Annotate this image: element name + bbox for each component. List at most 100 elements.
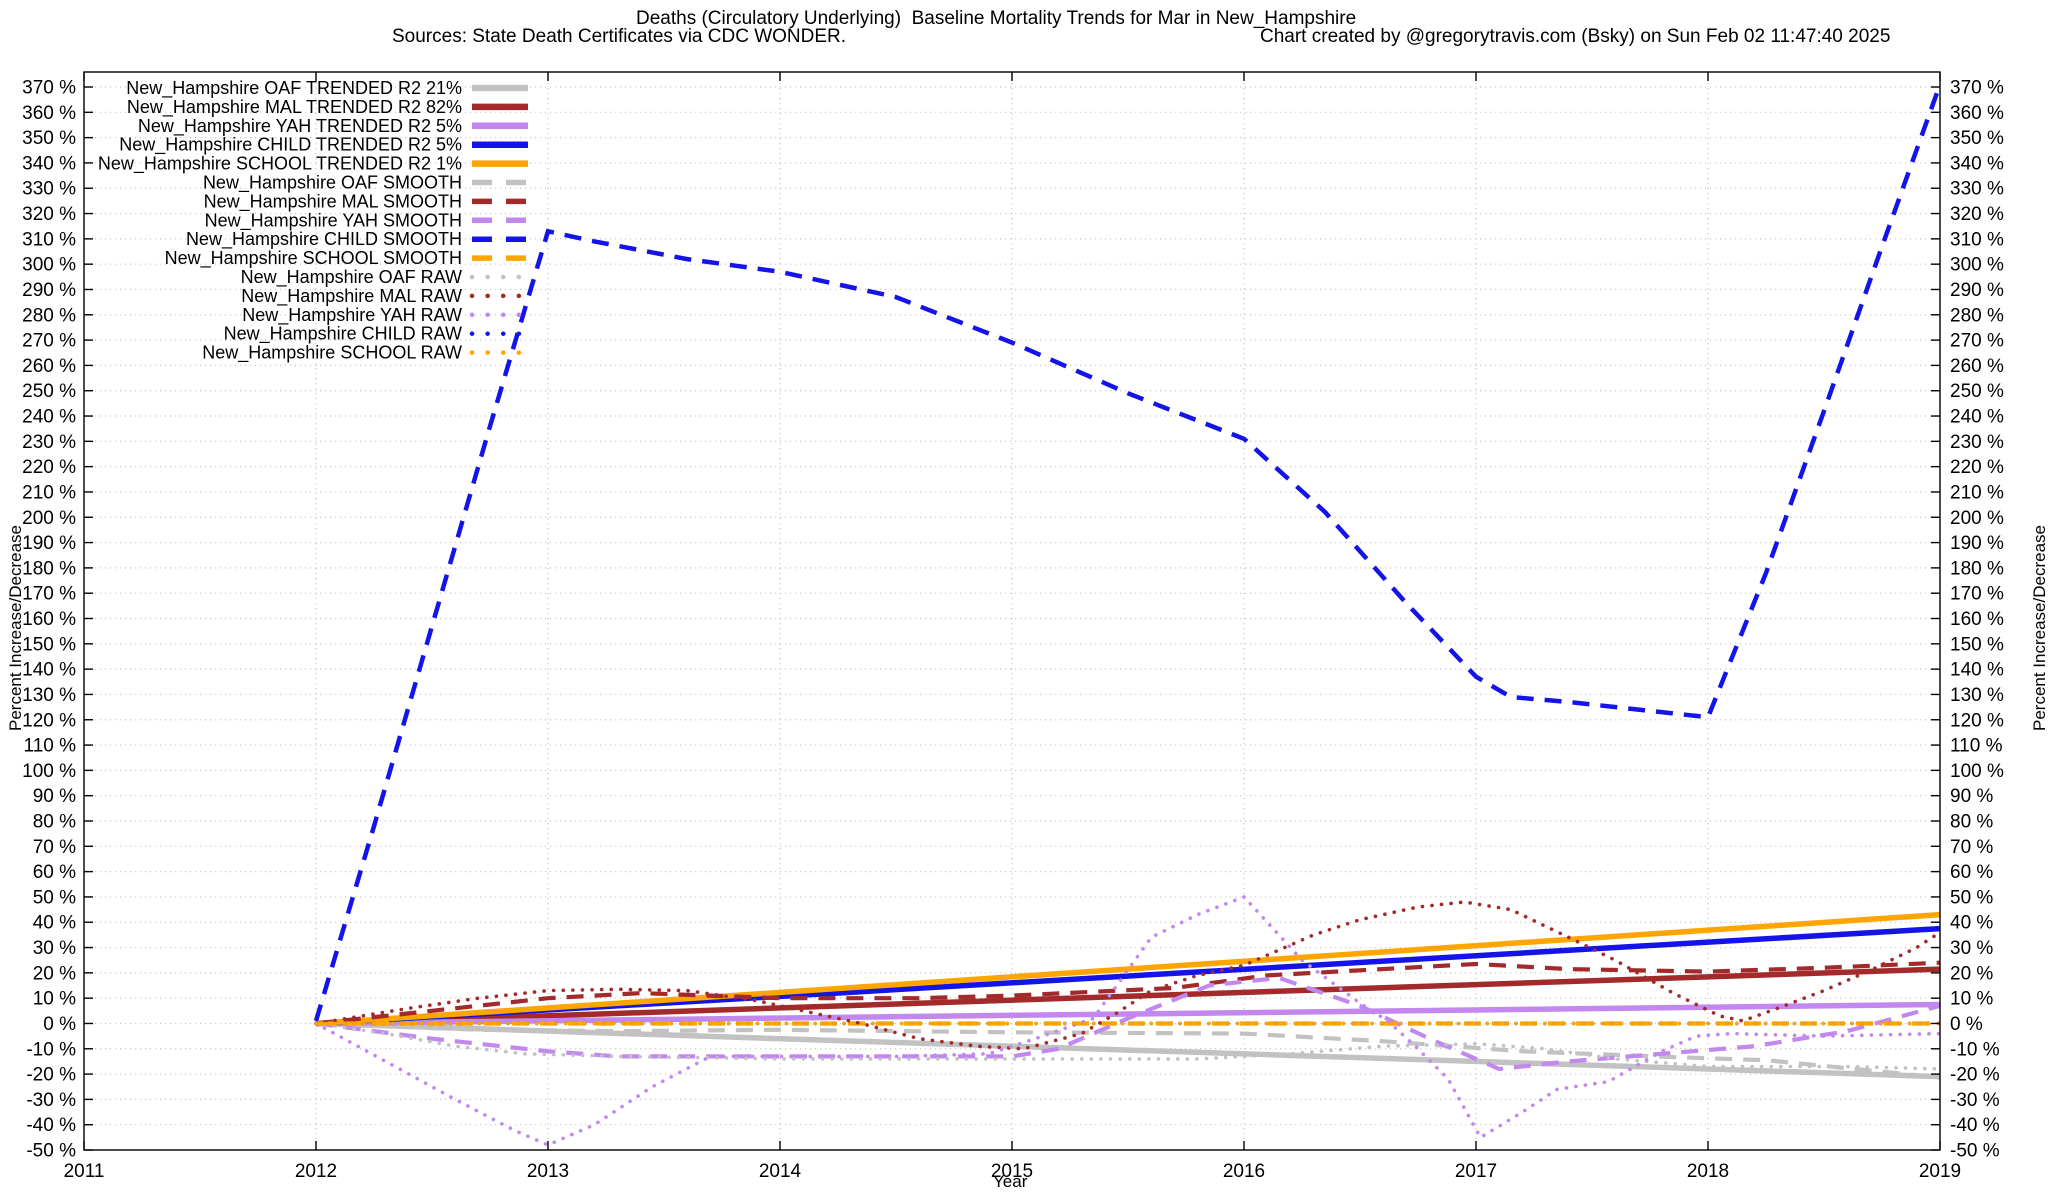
y-tick-label-left: -20 % (26, 1065, 76, 1086)
y-tick-label-right: 30 % (1950, 938, 1993, 959)
y-tick-label-right: 50 % (1950, 887, 1993, 908)
y-tick-label-right: 0 % (1950, 1014, 1983, 1035)
legend-label-child-smooth: New_Hampshire CHILD SMOOTH (186, 229, 462, 250)
y-tick-label-right: 110 % (1950, 736, 2003, 757)
legend-label-yah-raw: New_Hampshire YAH RAW (242, 305, 462, 326)
y-tick-label-right: 90 % (1950, 786, 1993, 807)
y-tick-label-left: 320 % (22, 204, 76, 225)
legend-label-mal-raw: New_Hampshire MAL RAW (241, 286, 462, 307)
y-tick-label-right: -50 % (1950, 1141, 2000, 1162)
y-tick-label-right: 270 % (1950, 331, 2004, 352)
y-tick-label-right: -40 % (1950, 1115, 2000, 1136)
series-child-smooth (313, 83, 1943, 1022)
chart-credit-note: Chart created by @gregorytravis.com (Bsk… (1260, 26, 1891, 47)
y-tick-label-right: -30 % (1950, 1090, 2000, 1111)
legend-label-mal-trended: New_Hampshire MAL TRENDED R2 82% (127, 97, 462, 118)
y-tick-label-left: 220 % (22, 457, 76, 478)
y-axis-label-left: Percent Increase/Decrease (6, 525, 25, 731)
y-tick-label-left: 300 % (22, 255, 76, 276)
series-oaf-trended (315, 1020, 1941, 1080)
x-tick-label: 2012 (295, 1161, 337, 1182)
legend-label-child-raw: New_Hampshire CHILD RAW (224, 324, 462, 345)
y-tick-label-right: 260 % (1950, 356, 2004, 377)
y-tick-label-left: 170 % (22, 584, 76, 605)
legend-label-school-trended: New_Hampshire SCHOOL TRENDED R2 1% (98, 154, 462, 175)
y-tick-label-left: 240 % (22, 407, 76, 428)
y-tick-label-right: 180 % (1950, 558, 2004, 579)
series-school-trended (315, 911, 1941, 1027)
y-tick-label-left: 160 % (22, 609, 76, 630)
series-mal-smooth (315, 960, 1941, 1026)
y-tick-label-left: 130 % (22, 685, 76, 706)
y-tick-label-left: 50 % (33, 887, 76, 908)
y-tick-label-right: 290 % (1950, 280, 2004, 301)
y-tick-label-right: 300 % (1950, 255, 2004, 276)
y-tick-label-left: -10 % (26, 1039, 76, 1060)
y-tick-label-right: 220 % (1950, 457, 2004, 478)
legend-label-school-raw: New_Hampshire SCHOOL RAW (202, 343, 462, 364)
y-tick-label-left: 30 % (33, 938, 76, 959)
y-tick-label-left: 80 % (33, 811, 76, 832)
y-tick-label-right: 80 % (1950, 811, 1993, 832)
y-tick-label-right: 40 % (1950, 913, 1993, 934)
y-tick-label-left: 150 % (22, 634, 76, 655)
y-tick-label-right: 230 % (1950, 432, 2004, 453)
y-tick-label-left: 140 % (22, 660, 76, 681)
y-tick-label-right: 160 % (1950, 609, 2004, 630)
y-tick-label-right: 350 % (1950, 128, 2004, 149)
legend-label-oaf-raw: New_Hampshire OAF RAW (241, 267, 462, 288)
y-tick-label-right: 250 % (1950, 381, 2004, 402)
y-tick-label-left: 180 % (22, 558, 76, 579)
y-tick-label-right: 210 % (1950, 482, 2004, 503)
y-tick-label-right: 190 % (1950, 533, 2004, 554)
legend-label-yah-trended: New_Hampshire YAH TRENDED R2 5% (138, 116, 462, 137)
y-tick-label-left: 70 % (33, 837, 76, 858)
y-tick-label-left: 120 % (22, 710, 76, 731)
series-yah-trended (315, 1001, 1941, 1027)
y-tick-label-right: 140 % (1950, 660, 2004, 681)
y-tick-label-left: -40 % (26, 1115, 76, 1136)
series-oaf-smooth (315, 1021, 1941, 1080)
y-tick-label-left: 100 % (22, 761, 76, 782)
x-tick-label: 2018 (1687, 1161, 1729, 1182)
y-tick-label-left: 40 % (33, 913, 76, 934)
y-tick-label-right: 20 % (1950, 963, 1993, 984)
legend-label-yah-smooth: New_Hampshire YAH SMOOTH (205, 210, 462, 231)
y-tick-label-right: 320 % (1950, 204, 2004, 225)
chart-source-note: Sources: State Death Certificates via CD… (392, 26, 847, 47)
y-tick-label-left: 200 % (22, 508, 76, 529)
y-tick-label-left: 250 % (22, 381, 76, 402)
y-tick-label-right: 360 % (1950, 103, 2004, 124)
y-tick-label-right: 60 % (1950, 862, 1993, 883)
y-tick-label-right: 150 % (1950, 634, 2004, 655)
y-tick-label-left: 10 % (33, 989, 76, 1010)
x-tick-label: 2014 (759, 1161, 802, 1182)
y-tick-label-left: 340 % (22, 153, 76, 174)
series-yah-smooth (315, 975, 1941, 1072)
x-axis-label: Year (993, 1172, 1028, 1191)
y-tick-label-left: 60 % (33, 862, 76, 883)
y-tick-label-left: 360 % (22, 103, 76, 124)
y-tick-label-right: -10 % (1950, 1039, 2000, 1060)
y-tick-label-right: 130 % (1950, 685, 2004, 706)
y-tick-label-right: 340 % (1950, 153, 2004, 174)
y-axis-label-right: Percent Increase/Decrease (2030, 525, 2048, 731)
y-tick-label-right: 370 % (1950, 78, 2004, 99)
y-tick-label-right: 10 % (1950, 989, 1993, 1010)
y-tick-label-left: 290 % (22, 280, 76, 301)
y-tick-label-right: 120 % (1950, 710, 2004, 731)
legend-label-mal-smooth: New_Hampshire MAL SMOOTH (204, 191, 462, 212)
y-tick-label-right: 310 % (1950, 229, 2004, 250)
y-tick-label-left: 350 % (22, 128, 76, 149)
y-tick-label-left: 270 % (22, 331, 76, 352)
chart-title: Deaths (Circulatory Underlying) Baseline… (636, 8, 1357, 29)
legend-label-child-trended: New_Hampshire CHILD TRENDED R2 5% (119, 135, 462, 156)
y-tick-label-left: 20 % (33, 963, 76, 984)
y-tick-label-left: 260 % (22, 356, 76, 377)
legend-label-school-smooth: New_Hampshire SCHOOL SMOOTH (165, 248, 462, 269)
y-tick-label-right: -20 % (1950, 1065, 2000, 1086)
y-tick-label-right: 240 % (1950, 407, 2004, 428)
y-tick-label-left: 370 % (22, 78, 76, 99)
